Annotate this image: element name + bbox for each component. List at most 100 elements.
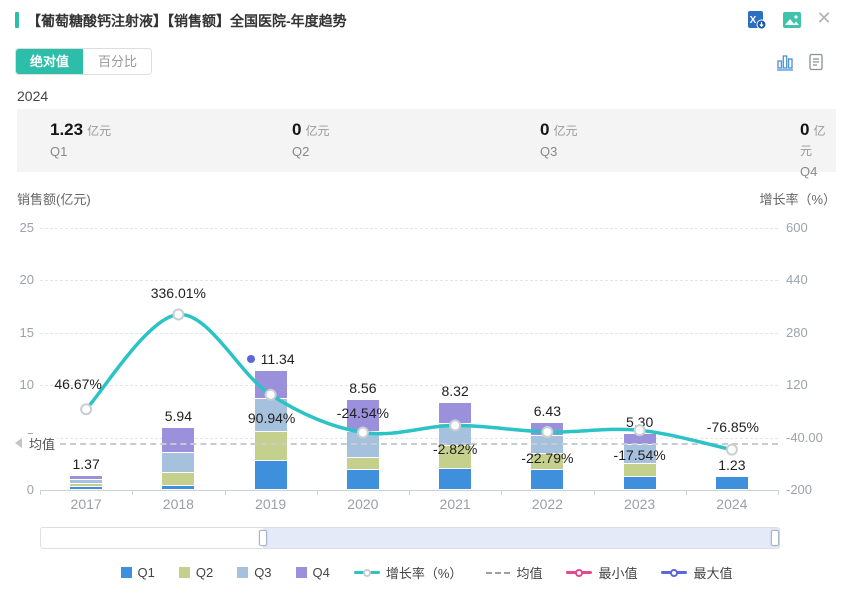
bar-total-label-2022: 6.43 bbox=[533, 402, 561, 419]
bar-chart-view-icon[interactable] bbox=[775, 52, 795, 72]
right-axis-tick-label: -200 bbox=[786, 482, 813, 497]
bar-segment-q1-2024[interactable] bbox=[715, 477, 748, 489]
growth-rate-label-2017: 46.67% bbox=[54, 376, 102, 393]
close-icon[interactable]: ✕ bbox=[816, 8, 832, 28]
legend-marker-q1 bbox=[120, 567, 132, 578]
bar-segment-q4-2022[interactable] bbox=[531, 422, 564, 436]
save-image-icon[interactable] bbox=[782, 10, 802, 30]
x-axis-label-2018: 2018 bbox=[162, 496, 194, 512]
bar-segment-q1-2019[interactable] bbox=[254, 461, 287, 489]
growth-rate-label-2020: -24.54% bbox=[336, 404, 389, 421]
legend-item-min[interactable]: 最小值 bbox=[566, 563, 637, 582]
data-zoom-selected-range[interactable] bbox=[263, 528, 779, 548]
growth-rate-label-2024: -76.85% bbox=[706, 418, 759, 435]
data-zoom-left-handle[interactable] bbox=[259, 530, 267, 546]
mean-line bbox=[40, 443, 778, 446]
max-value-marker bbox=[246, 355, 255, 364]
data-zoom-slider[interactable] bbox=[40, 527, 780, 549]
growth-rate-label-2018: 336.01% bbox=[150, 285, 207, 302]
bar-segment-q1-2021[interactable] bbox=[439, 469, 472, 489]
bar-segment-q2-2020[interactable] bbox=[346, 458, 379, 470]
summary-q4-value: 0 bbox=[800, 120, 810, 139]
legend-marker-growth-rate bbox=[353, 568, 380, 577]
period-label: 2024 bbox=[17, 88, 49, 104]
tab-absolute-value[interactable]: 绝对值 bbox=[16, 49, 84, 74]
bar-segment-q2-2022[interactable] bbox=[531, 454, 564, 469]
legend-item-max[interactable]: 最大值 bbox=[661, 563, 732, 582]
x-axis-tick bbox=[40, 490, 41, 495]
legend-marker-circle bbox=[575, 568, 584, 577]
right-axis-tick-label: 600 bbox=[786, 220, 808, 235]
bar-total-label-2018: 5.94 bbox=[164, 407, 192, 424]
bar-segment-q2-2019[interactable] bbox=[254, 431, 287, 461]
bar-segment-q1-2022[interactable] bbox=[531, 469, 564, 489]
bar-total-label-2017: 1.37 bbox=[72, 455, 100, 472]
tab-percentage[interactable]: 百分比 bbox=[83, 49, 152, 74]
page-title: 【葡萄糖酸钙注射液】【销售额】全国医院-年度趋势 bbox=[27, 13, 347, 29]
x-axis-label-2017: 2017 bbox=[70, 496, 102, 512]
growth-rate-point-2018[interactable] bbox=[172, 308, 185, 321]
summary-q2-unit: 亿元 bbox=[305, 124, 330, 138]
bar-segment-q4-2019[interactable] bbox=[254, 371, 287, 398]
legend-item-q1[interactable]: Q1 bbox=[120, 565, 155, 580]
bar-segment-q2-2017[interactable] bbox=[70, 484, 103, 487]
left-axis-tick-label: 15 bbox=[19, 324, 34, 340]
chart-legend: Q1 Q2 Q3 Q4 增长率（%） 均值 最小值 最大值 bbox=[0, 563, 853, 582]
legend-label-q3: Q3 bbox=[254, 565, 272, 580]
left-axis-title: 销售额(亿元) bbox=[17, 192, 91, 207]
bar-segment-q3-2018[interactable] bbox=[162, 453, 195, 473]
growth-rate-point-2017[interactable] bbox=[80, 403, 93, 416]
bar-segment-q4-2018[interactable] bbox=[162, 427, 195, 453]
bar-total-label-2023: 5.30 bbox=[626, 414, 654, 431]
x-axis-tick bbox=[316, 490, 318, 495]
data-zoom-right-handle[interactable] bbox=[771, 530, 779, 546]
bar-segment-q4-2017[interactable] bbox=[70, 475, 103, 479]
summary-q2: 0 亿元 Q2 bbox=[292, 120, 329, 159]
x-axis-tick bbox=[224, 490, 226, 495]
summary-q4-unit: 亿元 bbox=[800, 124, 826, 158]
left-axis-tick-label: 10 bbox=[19, 377, 34, 393]
right-axis-tick-label: 440 bbox=[786, 272, 808, 288]
legend-label-q2: Q2 bbox=[195, 565, 214, 580]
gridline bbox=[40, 332, 778, 334]
right-axis-tick-label: 120 bbox=[786, 377, 808, 393]
legend-marker-min bbox=[566, 568, 593, 577]
summary-q3-value: 0 bbox=[540, 120, 550, 139]
x-axis-tick bbox=[685, 490, 687, 495]
legend-marker-q3 bbox=[237, 567, 249, 578]
growth-rate-point-2024[interactable] bbox=[725, 443, 738, 456]
summary-q1-label: Q1 bbox=[50, 144, 68, 159]
legend-item-mean[interactable]: 均值 bbox=[486, 563, 542, 582]
legend-label-growth-rate: 增长率（%） bbox=[385, 566, 463, 581]
legend-item-q4[interactable]: Q4 bbox=[295, 565, 330, 580]
x-axis-label-2023: 2023 bbox=[624, 496, 656, 512]
bar-segment-q3-2017[interactable] bbox=[70, 479, 103, 484]
bar-segment-q1-2017[interactable] bbox=[70, 487, 103, 489]
x-axis-tick bbox=[501, 490, 503, 495]
left-axis-tick-label: 0 bbox=[26, 482, 34, 497]
bar-segment-q1-2018[interactable] bbox=[162, 485, 195, 489]
x-axis-tick bbox=[409, 490, 410, 495]
x-axis-label-2024: 2024 bbox=[716, 496, 748, 512]
right-axis-tick-label: 280 bbox=[786, 324, 808, 340]
growth-rate-label-2023: -17.54% bbox=[613, 447, 666, 464]
report-view-icon[interactable] bbox=[806, 52, 826, 72]
right-axis-tick-label: -40.00 bbox=[786, 429, 823, 445]
bar-total-label-2024: 1.23 bbox=[718, 457, 746, 474]
svg-text:X: X bbox=[750, 15, 757, 26]
bar-segment-q1-2023[interactable] bbox=[623, 477, 656, 489]
growth-rate-label-2021: -2.82% bbox=[432, 441, 478, 458]
bar-segment-q2-2023[interactable] bbox=[623, 464, 656, 477]
summary-q2-label: Q2 bbox=[292, 144, 310, 159]
legend-item-q3[interactable]: Q3 bbox=[237, 565, 272, 580]
bar-segment-q2-2018[interactable] bbox=[162, 473, 195, 485]
excel-export-icon[interactable]: X bbox=[747, 10, 767, 30]
legend-label-q1: Q1 bbox=[137, 565, 155, 580]
right-axis-title: 增长率（%） bbox=[759, 192, 836, 207]
legend-item-q2[interactable]: Q2 bbox=[178, 565, 214, 580]
bar-segment-q1-2020[interactable] bbox=[346, 470, 379, 489]
legend-item-growth-rate[interactable]: 增长率（%） bbox=[353, 563, 463, 582]
bar-segment-q4-2021[interactable] bbox=[439, 402, 472, 423]
bar-segment-q2-2021[interactable] bbox=[439, 445, 472, 469]
